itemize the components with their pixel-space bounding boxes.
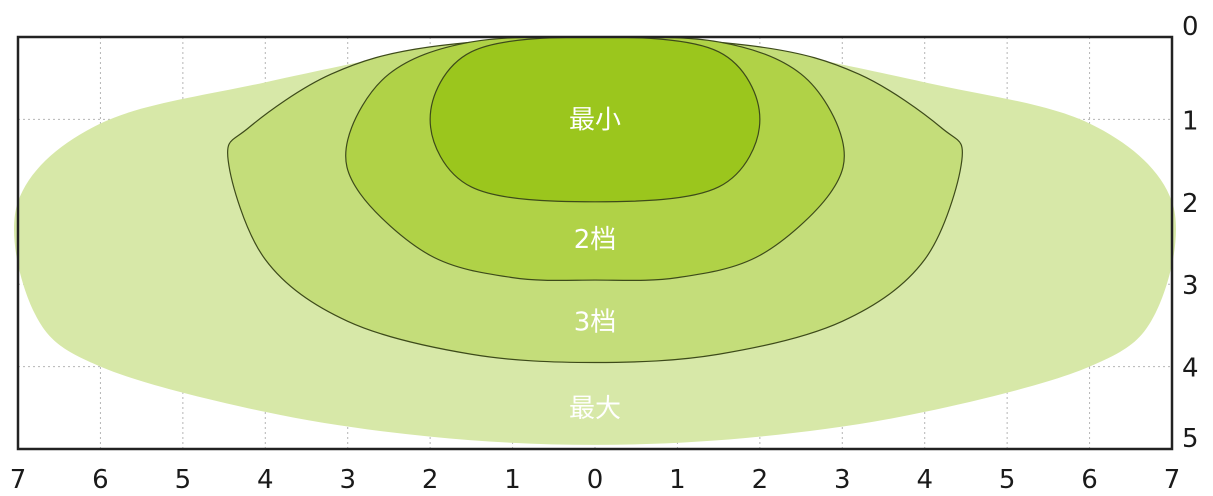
x-tick-label: 7 bbox=[1164, 465, 1181, 495]
x-tick-label: 6 bbox=[1081, 465, 1098, 495]
y-tick-label: 3 bbox=[1182, 271, 1199, 301]
y-tick-label: 5 bbox=[1182, 424, 1199, 454]
x-tick-label: 2 bbox=[752, 465, 769, 495]
x-tick-label: 3 bbox=[834, 465, 851, 495]
zone-label: 3档 bbox=[574, 307, 617, 337]
x-tick-label: 7 bbox=[10, 465, 27, 495]
x-tick-label: 4 bbox=[916, 465, 933, 495]
y-tick-label: 1 bbox=[1182, 106, 1199, 136]
x-tick-label: 5 bbox=[175, 465, 192, 495]
y-tick-label: 2 bbox=[1182, 189, 1199, 219]
x-tick-label: 6 bbox=[92, 465, 109, 495]
y-tick-label: 4 bbox=[1182, 354, 1199, 384]
zone-label: 最大 bbox=[569, 394, 621, 424]
x-tick-label: 0 bbox=[587, 465, 604, 495]
x-tick-label: 1 bbox=[669, 465, 686, 495]
x-tick-label: 1 bbox=[504, 465, 521, 495]
x-tick-label: 4 bbox=[257, 465, 274, 495]
y-axis-ticks: 0 1 2 3 4 5 bbox=[1182, 12, 1199, 454]
zone-label: 最小 bbox=[569, 105, 621, 135]
x-tick-label: 5 bbox=[999, 465, 1016, 495]
y-tick-label: 0 bbox=[1182, 12, 1199, 42]
zone-label: 2档 bbox=[574, 225, 617, 255]
x-axis-ticks: 7 6 5 4 3 2 1 0 1 2 3 4 5 6 7 bbox=[10, 465, 1181, 495]
x-tick-label: 3 bbox=[339, 465, 356, 495]
x-tick-label: 2 bbox=[422, 465, 439, 495]
